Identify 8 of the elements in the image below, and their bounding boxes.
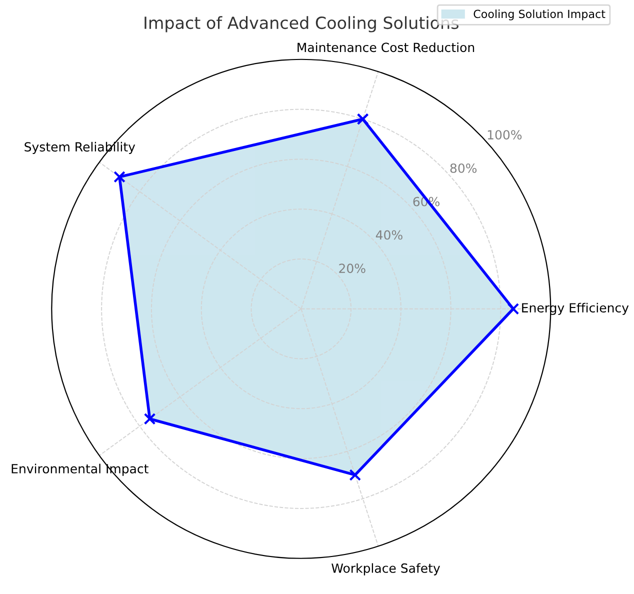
spoke-label: Maintenance Cost Reduction (298, 42, 474, 52)
text: Impact of Advanced Cooling Solutions (144, 16, 458, 32)
y-tick-label: 80% (450, 163, 477, 173)
legend-label: Cooling Solution Impact (474, 10, 606, 20)
y-tick-label: 40% (376, 230, 402, 240)
y-tick-label: 100% (488, 130, 522, 140)
spoke-label: Workplace Safety (332, 563, 440, 576)
y-tick-label: 20% (339, 264, 366, 274)
